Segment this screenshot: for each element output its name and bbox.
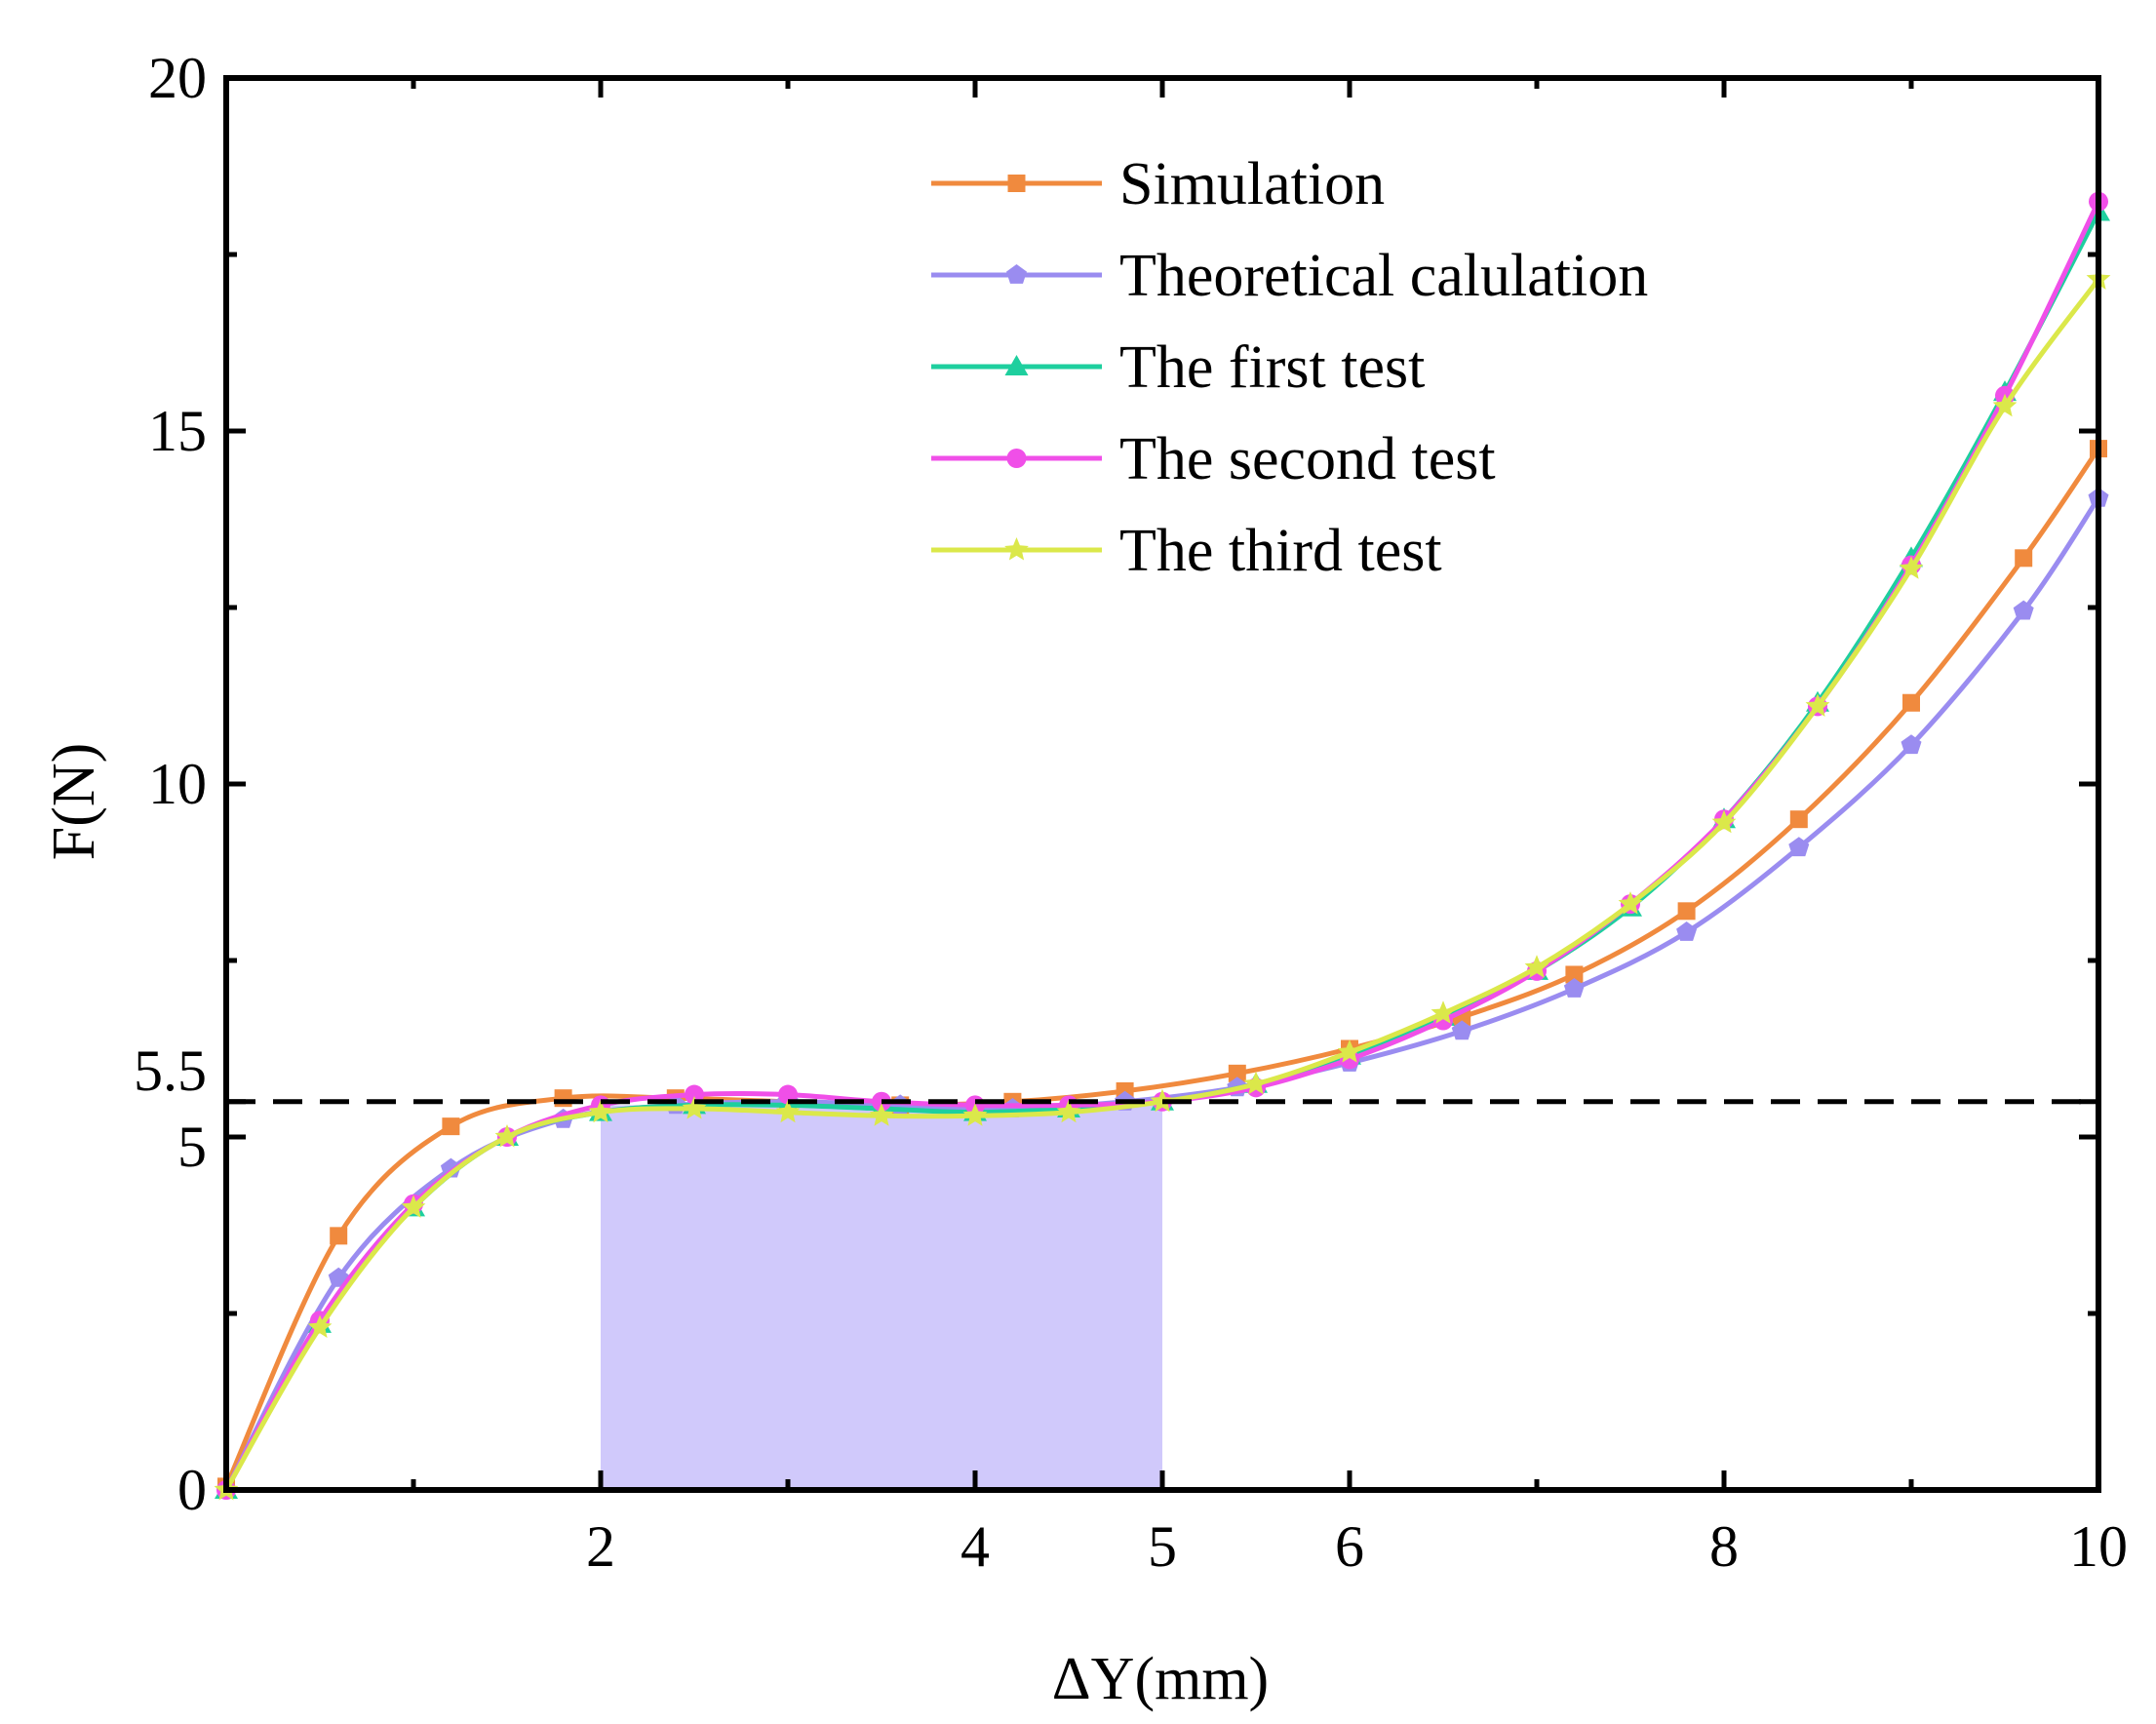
- data-point: [1563, 978, 1585, 998]
- data-point: [682, 1096, 707, 1119]
- data-point: [1901, 734, 1922, 755]
- x-tick-label: 10: [2069, 1514, 2128, 1579]
- y-tick-label: 20: [148, 46, 207, 110]
- data-point: [1902, 693, 1920, 712]
- y-tick-label: 0: [177, 1458, 207, 1522]
- legend-label: Simulation: [1119, 151, 1385, 217]
- data-point: [2015, 549, 2033, 568]
- x-tick-label: 8: [1709, 1514, 1739, 1579]
- data-point: [588, 1099, 613, 1123]
- data-point: [1451, 1020, 1472, 1040]
- legend-swatch-marker: [1004, 355, 1029, 375]
- y-tick-label: 5.5: [134, 1038, 207, 1103]
- data-point: [1788, 837, 1810, 857]
- data-point: [869, 1103, 894, 1126]
- data-point: [1805, 693, 1830, 717]
- plot-area: [214, 191, 2111, 1501]
- legend-swatch-marker: [1006, 264, 1027, 284]
- data-point: [307, 1314, 333, 1338]
- data-point: [554, 1089, 572, 1108]
- shaded-region: [601, 1105, 1162, 1490]
- data-point: [1228, 1064, 1246, 1082]
- data-point: [1899, 556, 1924, 579]
- data-point: [1992, 393, 2018, 417]
- data-point: [494, 1124, 520, 1148]
- data-point: [1056, 1099, 1081, 1123]
- x-tick-label: 4: [960, 1514, 990, 1579]
- y-tick-label: 10: [148, 752, 207, 816]
- legend-swatch-marker: [1007, 175, 1026, 192]
- data-point: [775, 1099, 801, 1123]
- legend-item-1: Theoretical calulation: [931, 243, 1648, 309]
- legend-label: The third test: [1119, 518, 1442, 584]
- series-4: [214, 266, 2111, 1501]
- legend-item-0: Simulation: [931, 151, 1385, 217]
- data-point: [1618, 891, 1643, 915]
- data-point: [1431, 1000, 1456, 1024]
- data-point: [1337, 1039, 1362, 1063]
- series-line: [223, 447, 2101, 1488]
- legend-item-2: The first test: [931, 334, 1425, 401]
- data-point: [1565, 965, 1584, 984]
- data-point: [962, 1103, 988, 1126]
- legend: Simulation Theoretical calulation The firs…: [931, 151, 1648, 584]
- x-tick-label: 5: [1148, 1514, 1177, 1579]
- data-point: [1524, 955, 1549, 978]
- legend-label: The second test: [1119, 426, 1496, 492]
- data-point: [442, 1117, 460, 1136]
- x-axis-label: ΔY(mm): [1052, 1646, 1269, 1712]
- legend-swatch-marker: [1004, 537, 1029, 561]
- legend-item-4: The third test: [931, 518, 1442, 584]
- legend-label: Theoretical calulation: [1119, 243, 1648, 309]
- x-tick-label: 2: [586, 1514, 615, 1579]
- axes: 2 4 5 6 8 10 0 5 5.5 10 15 20: [134, 46, 2128, 1579]
- y-tick-label: 15: [148, 399, 207, 463]
- data-point: [1789, 810, 1808, 829]
- data-point: [330, 1227, 348, 1245]
- data-point: [2013, 600, 2034, 620]
- data-point: [401, 1195, 426, 1218]
- x-tick-label: 6: [1335, 1514, 1364, 1579]
- y-axis-label: F(N): [41, 743, 107, 861]
- legend-item-3: The second test: [931, 426, 1496, 492]
- legend-swatch-marker: [1006, 449, 1027, 468]
- data-point: [1243, 1071, 1269, 1095]
- legend-label: The first test: [1119, 334, 1425, 401]
- y-tick-label: 5: [177, 1115, 207, 1179]
- data-point: [1711, 809, 1737, 834]
- data-point: [1677, 902, 1696, 921]
- data-point: [1676, 921, 1698, 941]
